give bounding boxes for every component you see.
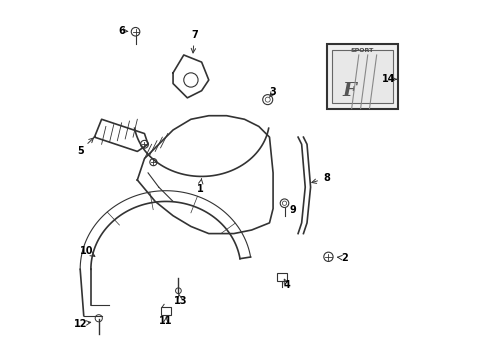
Text: 2: 2 <box>341 253 347 263</box>
Text: 4: 4 <box>284 280 290 291</box>
FancyBboxPatch shape <box>326 44 397 109</box>
Text: 10: 10 <box>80 246 93 256</box>
FancyBboxPatch shape <box>331 50 392 103</box>
Text: 14: 14 <box>382 74 395 84</box>
Text: 3: 3 <box>269 87 276 98</box>
Text: 7: 7 <box>191 30 198 53</box>
Text: 9: 9 <box>289 205 296 215</box>
Text: 13: 13 <box>173 294 186 306</box>
Bar <box>276 273 287 281</box>
Text: 6: 6 <box>118 26 124 36</box>
Text: 12: 12 <box>74 319 87 329</box>
Text: 5: 5 <box>77 146 83 156</box>
Bar <box>160 307 171 315</box>
Text: 11: 11 <box>159 316 172 326</box>
Text: F: F <box>342 82 356 100</box>
Text: 1: 1 <box>196 179 203 194</box>
Text: 8: 8 <box>323 173 329 183</box>
Text: SPORT: SPORT <box>350 48 373 53</box>
